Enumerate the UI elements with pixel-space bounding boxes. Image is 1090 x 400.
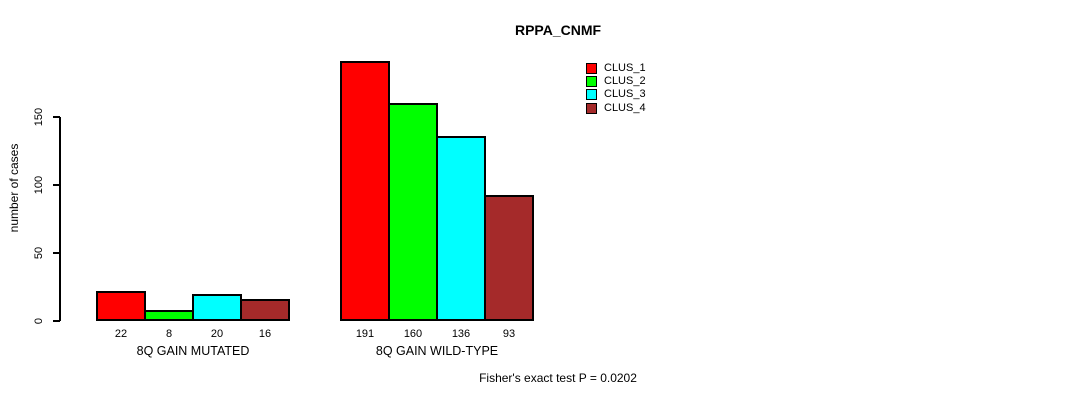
y-tick bbox=[53, 320, 60, 322]
bar-value-label: 136 bbox=[451, 328, 471, 340]
y-tick-label: 100 bbox=[33, 175, 45, 195]
legend-swatch bbox=[586, 102, 597, 114]
bar-value-label: 16 bbox=[258, 328, 272, 340]
y-tick bbox=[53, 184, 60, 186]
bar bbox=[192, 294, 242, 321]
bar bbox=[484, 195, 534, 321]
bar-value-label: 93 bbox=[502, 328, 516, 340]
bar bbox=[436, 136, 486, 321]
y-tick-label: 0 bbox=[33, 317, 45, 325]
y-tick-label: 50 bbox=[33, 246, 45, 260]
bar-value-label: 191 bbox=[355, 328, 375, 340]
bar bbox=[340, 61, 390, 321]
bar-value-label: 8 bbox=[165, 328, 173, 340]
group-label: 8Q GAIN WILD-TYPE bbox=[375, 344, 499, 358]
legend-swatch bbox=[586, 62, 597, 74]
bar-value-label: 20 bbox=[210, 328, 224, 340]
legend-swatch bbox=[586, 75, 597, 87]
bar-value-label: 22 bbox=[114, 328, 128, 340]
y-tick-label: 150 bbox=[33, 107, 45, 127]
legend-label: CLUS_2 bbox=[604, 74, 646, 87]
legend-label: CLUS_1 bbox=[604, 61, 646, 74]
y-tick bbox=[53, 252, 60, 254]
bar bbox=[96, 291, 146, 321]
group-label: 8Q GAIN MUTATED bbox=[136, 344, 250, 358]
footer-note: Fisher's exact test P = 0.0202 bbox=[479, 371, 637, 385]
y-axis-line bbox=[59, 117, 61, 321]
y-axis-title: number of cases bbox=[7, 143, 21, 233]
y-tick bbox=[53, 116, 60, 118]
bar bbox=[240, 299, 290, 321]
legend-swatch bbox=[586, 89, 597, 101]
bar bbox=[144, 310, 194, 321]
legend-label: CLUS_3 bbox=[604, 88, 646, 101]
plot-title: RPPA_CNMF bbox=[514, 22, 602, 38]
bar-value-label: 160 bbox=[403, 328, 423, 340]
legend-label: CLUS_4 bbox=[604, 101, 646, 114]
bar bbox=[388, 103, 438, 321]
